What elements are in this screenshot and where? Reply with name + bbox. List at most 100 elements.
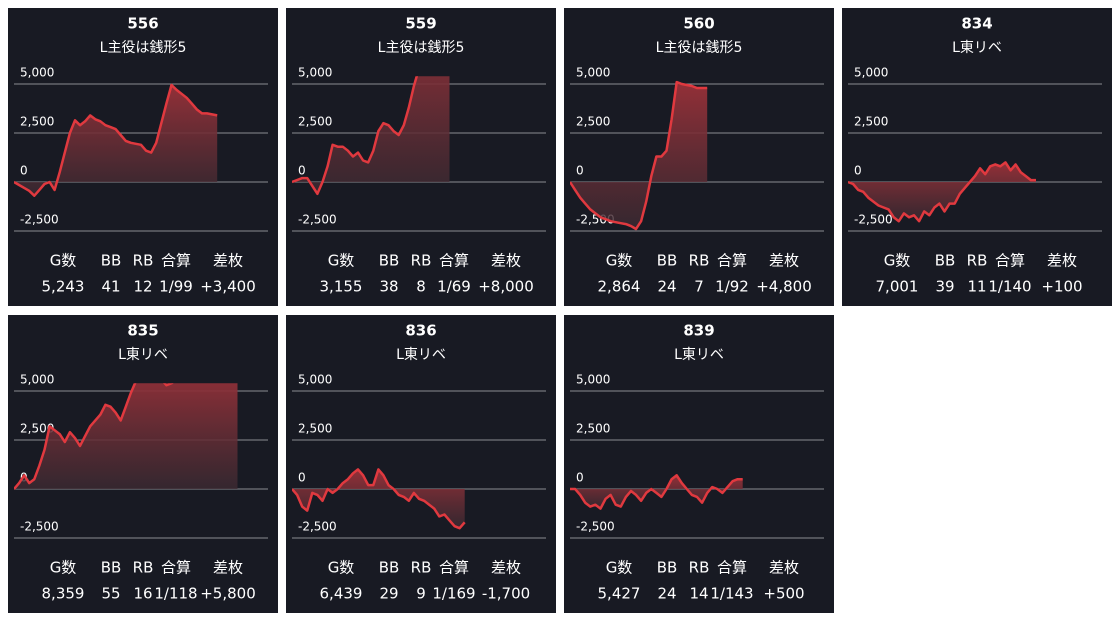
- stat-value: 1/92: [715, 278, 749, 296]
- stat-label: BB: [935, 252, 956, 270]
- card-title: 560: [683, 15, 714, 33]
- stat-value: 7: [694, 278, 704, 296]
- stat-value: -1,700: [482, 585, 530, 603]
- y-tick-label: 5,000: [576, 373, 610, 387]
- card-subtitle: L東リベ: [118, 347, 168, 363]
- stat-value: 1/118: [154, 585, 197, 603]
- y-tick-label: 2,500: [298, 115, 332, 129]
- stat-label: 合算: [161, 252, 191, 270]
- y-tick-label: 0: [20, 164, 28, 178]
- card: 556 L主役は銭形5 5,000 2,500 0 -2,500 G数 BB RB 合算 差枚 5,2…: [8, 8, 278, 306]
- card: 559 L主役は銭形5 5,000 2,500 0 -2,500 G数 BB RB 合算 差枚 3,1…: [286, 8, 556, 306]
- stat-label: RB: [689, 252, 710, 270]
- line: [570, 80, 708, 231]
- y-tick-label: -2,500: [576, 520, 615, 534]
- card-title: 559: [405, 15, 436, 33]
- y-tick-label: 5,000: [298, 373, 332, 387]
- area: [14, 85, 218, 196]
- stat-label: BB: [379, 559, 400, 577]
- stat-label: BB: [101, 559, 122, 577]
- area: [14, 383, 238, 490]
- stat-value: +100: [1041, 278, 1082, 296]
- y-tick-label: 0: [576, 164, 584, 178]
- stat-label: RB: [133, 252, 154, 270]
- stat-label: RB: [411, 252, 432, 270]
- card: 834 L東リベ 5,000 2,500 0 -2,500 G数 BB RB 合算 差枚 7,001 3…: [842, 8, 1112, 306]
- stat-label: BB: [657, 559, 678, 577]
- area: [292, 469, 465, 529]
- line: [848, 161, 1036, 223]
- area: [848, 162, 1036, 222]
- y-tick-label: 2,500: [20, 422, 54, 436]
- stat-label: RB: [133, 559, 154, 577]
- card: 839 L東リベ 5,000 2,500 0 -2,500 G数 BB RB 合算 差枚 5,427 2…: [564, 315, 834, 613]
- card-title: 839: [683, 322, 714, 340]
- line: [14, 383, 174, 490]
- stat-value: 8,359: [42, 585, 85, 603]
- stat-label: RB: [689, 559, 710, 577]
- stat-label: BB: [101, 252, 122, 270]
- card-title: 556: [127, 15, 158, 33]
- stat-label: 差枚: [1047, 252, 1077, 270]
- stat-value: 11: [967, 278, 986, 296]
- stat-label: G数: [606, 559, 633, 577]
- stat-label: 合算: [439, 252, 469, 270]
- stat-label: G数: [884, 252, 911, 270]
- stat-value: 8: [416, 278, 426, 296]
- y-tick-label: -2,500: [854, 213, 893, 227]
- card-subtitle: L東リベ: [674, 347, 724, 363]
- stat-value: 1/169: [432, 585, 475, 603]
- y-tick-label: 0: [298, 471, 306, 485]
- stat-label: 差枚: [769, 252, 799, 270]
- y-tick-label: -2,500: [20, 213, 59, 227]
- stat-label: G数: [50, 559, 77, 577]
- line: [14, 83, 218, 197]
- stat-value: 1/69: [437, 278, 471, 296]
- card-subtitle: L主役は銭形5: [100, 40, 187, 56]
- y-tick-label: 5,000: [298, 66, 332, 80]
- card-subtitle: L主役は銭形5: [378, 40, 465, 56]
- y-tick-label: -2,500: [298, 520, 337, 534]
- stat-label: 合算: [161, 559, 191, 577]
- stat-label: 合算: [717, 252, 747, 270]
- stat-label: 差枚: [213, 252, 243, 270]
- card-background: [286, 315, 556, 613]
- card-background: [564, 315, 834, 613]
- card-subtitle: L東リベ: [396, 347, 446, 363]
- line: [570, 474, 743, 510]
- stat-value: 1/143: [710, 585, 753, 603]
- stat-value: +500: [763, 585, 804, 603]
- card: 835L東リベ5,0002,5000-2,500G数BBRB合算差枚8,3595…: [8, 315, 278, 613]
- card-title: 835: [127, 322, 158, 340]
- stat-label: 差枚: [213, 559, 243, 577]
- stat-value: 41: [101, 278, 120, 296]
- stat-label: G数: [328, 252, 355, 270]
- stat-value: 24: [657, 585, 676, 603]
- y-tick-label: 0: [576, 471, 584, 485]
- y-tick-label: 2,500: [20, 115, 54, 129]
- stat-value: 14: [689, 585, 708, 603]
- stat-value: 16: [133, 585, 152, 603]
- stat-value: 2,864: [598, 278, 641, 296]
- stat-label: G数: [328, 559, 355, 577]
- stat-label: G数: [606, 252, 633, 270]
- stat-value: 1/140: [988, 278, 1031, 296]
- stat-label: G数: [50, 252, 77, 270]
- y-tick-label: -2,500: [298, 213, 337, 227]
- stat-label: 合算: [439, 559, 469, 577]
- stat-value: +8,000: [478, 278, 534, 296]
- stat-value: 1/99: [159, 278, 193, 296]
- stat-value: 3,155: [320, 278, 363, 296]
- y-tick-label: -2,500: [20, 520, 59, 534]
- stat-value: 5,427: [598, 585, 641, 603]
- stat-value: 29: [379, 585, 398, 603]
- card-title: 836: [405, 322, 436, 340]
- y-tick-label: 2,500: [854, 115, 888, 129]
- stat-value: 38: [379, 278, 398, 296]
- y-tick-label: 5,000: [20, 66, 54, 80]
- stat-label: 合算: [717, 559, 747, 577]
- stat-value: 55: [101, 585, 120, 603]
